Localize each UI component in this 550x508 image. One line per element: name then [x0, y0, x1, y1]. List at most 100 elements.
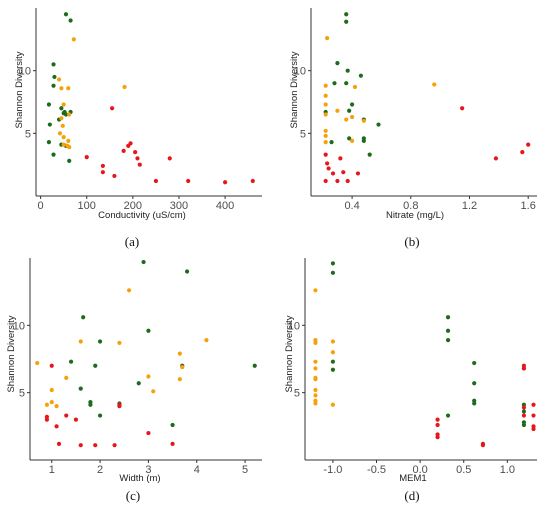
data-point-orange — [56, 77, 62, 82]
x-tick-label: 2 — [97, 464, 103, 476]
panel-a: 0 100 200 300 400 5 10 Conductivity (uS/cm) Sh… — [14, 8, 262, 249]
data-point-green — [376, 122, 381, 127]
data-point-green — [330, 359, 336, 364]
data-point-orange — [180, 364, 185, 370]
data-point-orange — [66, 86, 71, 91]
data-point-orange — [330, 339, 336, 344]
data-point-green — [97, 413, 103, 418]
data-point-green — [445, 338, 451, 343]
data-point-orange — [323, 133, 328, 138]
data-point-red — [93, 443, 98, 448]
y-tick-label: 5 — [300, 128, 306, 140]
data-point-orange — [146, 374, 151, 379]
data-point-red — [531, 402, 536, 407]
data-point-orange — [60, 123, 65, 128]
data-point-green — [97, 339, 103, 344]
data-point-red — [435, 435, 440, 440]
x-tick-label: 1.6 — [521, 200, 536, 212]
data-point-orange — [61, 134, 66, 140]
x-tick-label: 1.2 — [462, 200, 477, 212]
data-point-green — [344, 12, 349, 17]
data-point-red — [325, 161, 330, 166]
data-point-red — [338, 156, 343, 161]
data-point-orange — [349, 138, 355, 143]
data-point-red — [49, 363, 54, 368]
x-tick-label: -1.0 — [323, 464, 342, 476]
data-point-orange — [126, 288, 132, 293]
data-point-orange — [335, 108, 340, 113]
data-point-green — [332, 81, 337, 86]
x-tick-label: 0.5 — [456, 464, 471, 476]
data-point-red — [73, 417, 79, 422]
data-point-green — [59, 106, 64, 111]
data-point-green — [51, 83, 56, 88]
data-point-red — [435, 422, 440, 428]
panel-caption: (b) — [404, 234, 419, 249]
data-point-green — [51, 152, 56, 157]
panel-c: 1 2 3 4 5 5 10 Width (m) Shannon Diversity (c) — [6, 258, 262, 503]
panel-caption: (a) — [125, 234, 139, 249]
data-point-red — [100, 163, 105, 169]
data-point-green — [335, 61, 340, 66]
data-point-red — [170, 441, 175, 446]
data-point-orange — [49, 399, 54, 405]
data-point-red — [112, 443, 117, 448]
data-point-orange — [64, 375, 69, 380]
x-tick-label: 0 — [38, 200, 44, 212]
y-tick-label: 5 — [294, 388, 300, 400]
data-point-red — [323, 152, 328, 157]
data-point-green — [184, 269, 190, 274]
data-point-red — [335, 178, 340, 184]
data-point-red — [521, 366, 527, 371]
x-tick-label: 1 — [49, 464, 55, 476]
data-point-red — [531, 426, 536, 432]
data-point-red — [56, 441, 62, 446]
x-tick-label: 0.0 — [412, 464, 427, 476]
data-point-orange — [432, 82, 437, 87]
data-point-red — [521, 413, 527, 418]
data-point-orange — [59, 86, 64, 91]
plot-area: -1.0 -0.5 0.0 0.5 1.0 5 10 — [288, 258, 537, 476]
data-point-orange — [313, 401, 318, 406]
data-point-green — [146, 328, 151, 333]
data-point-orange — [313, 366, 318, 371]
y-tick-label: 10 — [288, 320, 300, 332]
data-point-red — [135, 156, 140, 161]
x-axis-label: Nitrate (mg/L) — [386, 210, 444, 221]
x-tick-label: 5 — [242, 464, 248, 476]
y-tick-label: 10 — [294, 66, 306, 78]
data-point-red — [117, 404, 122, 409]
x-tick-label: 200 — [124, 200, 142, 212]
data-point-green — [358, 73, 363, 78]
data-point-red — [250, 178, 255, 184]
data-point-red — [355, 171, 361, 176]
data-point-red — [110, 106, 115, 111]
data-point-red — [64, 413, 69, 418]
data-point-red — [521, 405, 527, 410]
data-point-orange — [71, 37, 76, 42]
data-point-green — [330, 261, 336, 266]
data-point-orange — [323, 83, 328, 88]
x-axis-label: MEM1 — [399, 473, 426, 484]
data-point-green — [445, 328, 451, 333]
data-point-orange — [325, 35, 330, 41]
data-point-green — [349, 102, 355, 107]
data-point-orange — [204, 338, 209, 343]
data-point-orange — [78, 339, 83, 344]
x-tick-label: 0.4 — [344, 200, 359, 212]
data-point-green — [330, 367, 336, 372]
data-point-green — [361, 138, 366, 143]
data-point-green — [344, 19, 349, 24]
x-tick-label: 100 — [78, 200, 96, 212]
data-point-orange — [44, 402, 50, 407]
y-axis-label: Shannon Diversity — [284, 315, 295, 392]
data-point-orange — [177, 377, 182, 382]
data-point-red — [480, 443, 486, 448]
data-point-orange — [313, 340, 318, 345]
data-point-red — [112, 173, 117, 179]
panel-b: 0.4 0.8 1.2 1.6 5 10 Nitrate (mg/L) Shannon D… — [289, 8, 537, 249]
data-point-green — [47, 122, 52, 127]
y-tick-label: 10 — [19, 66, 31, 78]
data-point-green — [445, 315, 451, 320]
panel-caption: (c) — [126, 488, 140, 503]
